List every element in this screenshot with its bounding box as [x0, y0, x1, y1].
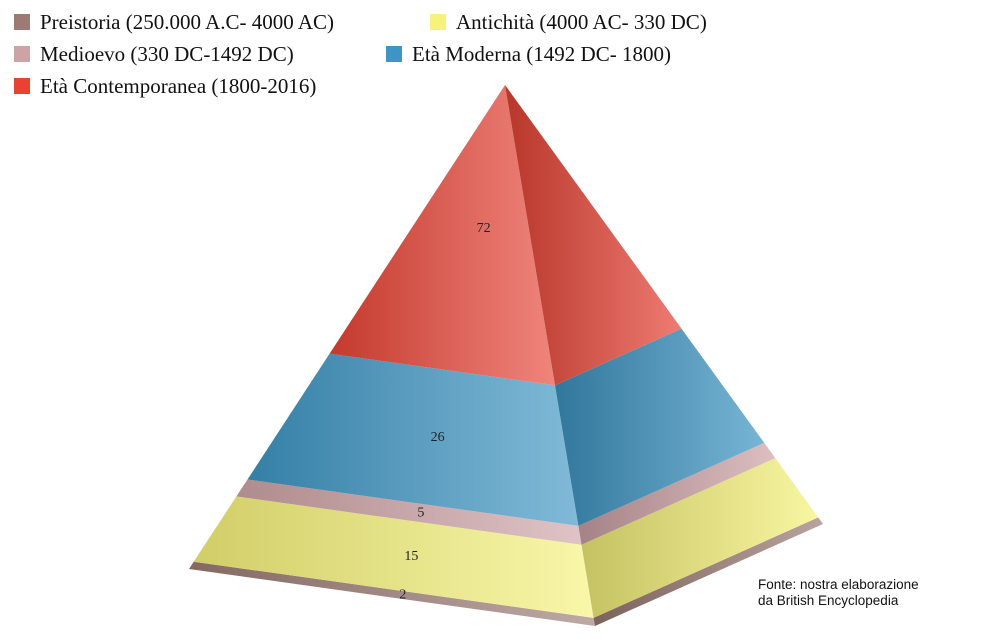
legend: Preistoria (250.000 A.C- 4000 AC) Antichi… [14, 10, 707, 98]
band-left-preistoria-250-000-a-c-4000-ac [189, 561, 595, 626]
band-right-preistoria-250-000-a-c-4000-ac [593, 517, 823, 626]
band-left-antichit-4000-ac-330-dc [193, 496, 594, 618]
band-left-et-moderna-1492-dc-1800 [247, 353, 579, 526]
legend-swatch-preistoria-250-000-a-c-4000-ac [14, 14, 30, 30]
pyramid-faces [189, 85, 823, 626]
source-line-1: Fonte: nostra elaborazione [758, 577, 919, 592]
value-label-et-moderna-1492-dc-1800: 26 [431, 430, 445, 445]
band-left-et-contemporanea-1800-2016 [329, 85, 555, 386]
legend-swatch-antichit-4000-ac-330-dc [430, 14, 446, 30]
legend-label-medioevo-330-dc-1492-dc: Medioevo (330 DC-1492 DC) [40, 42, 294, 66]
value-label-medioevo-330-dc-1492-dc: 5 [417, 506, 424, 521]
band-right-medioevo-330-dc-1492-dc [578, 442, 776, 545]
value-label-antichit-4000-ac-330-dc: 15 [404, 549, 418, 564]
source-line-2: da British Encyclopedia [758, 593, 899, 608]
band-right-et-moderna-1492-dc-1800 [555, 328, 765, 526]
value-label-preistoria-250-000-a-c-4000-ac: 2 [399, 588, 406, 603]
legend-swatch-medioevo-330-dc-1492-dc [14, 46, 30, 62]
source-note: Fonte: nostra elaborazione da British En… [758, 577, 919, 609]
legend-swatch-et-moderna-1492-dc-1800 [386, 46, 402, 62]
legend-swatch-et-contemporanea-1800-2016 [14, 78, 30, 94]
legend-label-antichit-4000-ac-330-dc: Antichità (4000 AC- 330 DC) [456, 10, 707, 34]
value-label-et-contemporanea-1800-2016: 72 [477, 221, 491, 236]
legend-label-preistoria-250-000-a-c-4000-ac: Preistoria (250.000 A.C- 4000 AC) [40, 10, 334, 34]
band-left-medioevo-330-dc-1492-dc [236, 479, 582, 545]
legend-label-et-moderna-1492-dc-1800: Età Moderna (1492 DC- 1800) [412, 42, 671, 66]
band-right-et-contemporanea-1800-2016 [505, 85, 682, 386]
band-right-antichit-4000-ac-330-dc [581, 458, 819, 618]
legend-label-et-contemporanea-1800-2016: Età Contemporanea (1800-2016) [40, 74, 316, 98]
value-labels: 2 15 5 26 72 [399, 221, 490, 602]
